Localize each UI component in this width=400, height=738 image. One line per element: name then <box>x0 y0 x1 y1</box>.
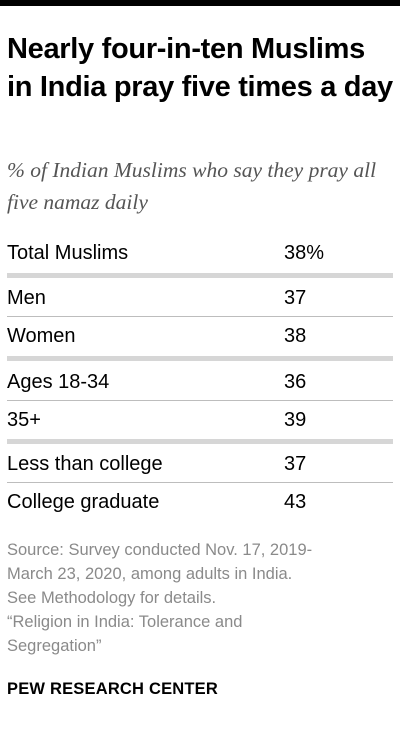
row-value: 38 <box>284 325 307 347</box>
row-value: 43 <box>284 491 307 513</box>
row-separator <box>7 482 393 483</box>
row-value: 39 <box>284 409 307 431</box>
row-label: College graduate <box>7 491 160 513</box>
row-value: 36 <box>284 371 307 393</box>
source-line: “Religion in India: Tolerance and <box>7 613 243 631</box>
row-separator <box>7 316 393 317</box>
row-label: Total Muslims <box>7 242 129 264</box>
table-row: Men 37 <box>0 281 400 315</box>
table-row: Total Muslims 38% <box>0 236 400 270</box>
source-line: Segregation” <box>7 637 102 655</box>
top-rule <box>0 0 400 6</box>
table-row: Women 38 <box>0 319 400 353</box>
row-label: Ages 18-34 <box>7 371 110 393</box>
source-line: See Methodology for details. <box>7 589 217 607</box>
group-separator <box>7 439 393 444</box>
group-separator <box>7 356 393 361</box>
row-value: 37 <box>284 287 307 309</box>
source-line: March 23, 2020, among adults in India. <box>7 565 293 583</box>
row-separator <box>7 400 393 401</box>
source-note: Source: Survey conducted Nov. 17, 2019- … <box>7 538 397 658</box>
brand-label: PEW RESEARCH CENTER <box>7 680 218 698</box>
source-line: Source: Survey conducted Nov. 17, 2019- <box>7 541 313 559</box>
row-label: 35+ <box>7 409 41 431</box>
table-row: Less than college 37 <box>0 447 400 481</box>
row-label: Women <box>7 325 76 347</box>
row-label: Less than college <box>7 453 163 475</box>
group-separator <box>7 273 393 278</box>
chart-title: Nearly four-in-ten Muslims in India pray… <box>7 33 393 103</box>
table-row: College graduate 43 <box>0 485 400 519</box>
table-row: 35+ 39 <box>0 403 400 437</box>
row-value: 38% <box>284 242 325 264</box>
table-row: Ages 18-34 36 <box>0 365 400 399</box>
row-value: 37 <box>284 453 307 475</box>
chart-subtitle: % of Indian Muslims who say they pray al… <box>7 158 377 214</box>
row-label: Men <box>7 287 46 309</box>
